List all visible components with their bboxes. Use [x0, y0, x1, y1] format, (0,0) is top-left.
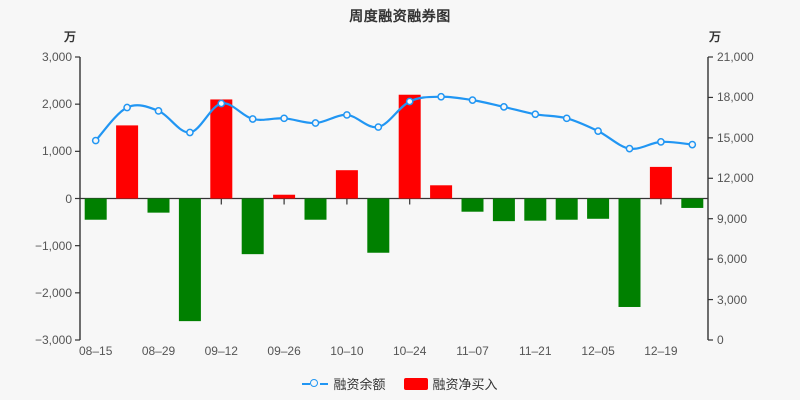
line-data-point[interactable] — [280, 114, 288, 123]
line-data-point[interactable] — [594, 127, 602, 135]
right-tick-label: 3,000 — [717, 292, 748, 307]
bar-net-purchase[interactable] — [587, 198, 610, 219]
legend-item-bar[interactable]: 融资净买入 — [403, 374, 498, 393]
bar-net-purchase[interactable] — [178, 198, 201, 322]
left-tick-label: 0 — [65, 191, 72, 206]
bar-net-purchase[interactable] — [492, 198, 515, 222]
x-tick-label: 12‒05 — [581, 344, 615, 358]
bar-net-purchase[interactable] — [681, 198, 704, 208]
line-margin-balance[interactable] — [94, 95, 694, 150]
right-axis-unit: 万 — [709, 30, 722, 44]
line-data-point[interactable] — [248, 115, 257, 123]
right-tick-label: 9,000 — [717, 211, 748, 226]
bar-net-purchase[interactable] — [147, 198, 170, 213]
left-tick-label: −2,000 — [34, 285, 72, 300]
line-data-point[interactable] — [374, 123, 383, 131]
line-data-point[interactable] — [625, 144, 634, 153]
page-title: 周度融资融券图 — [349, 8, 451, 24]
line-data-point[interactable] — [186, 128, 194, 137]
right-tick-label: 18,000 — [717, 90, 754, 105]
x-tick-label: 12‒19 — [644, 344, 678, 358]
left-tick-label: 1,000 — [41, 144, 72, 159]
bar-net-purchase[interactable] — [618, 198, 641, 307]
bar-swatch-icon — [403, 377, 428, 390]
x-tick-label: 08‒29 — [141, 344, 176, 358]
right-tick-label: 6,000 — [717, 252, 748, 267]
right-tick-label: 21,000 — [717, 50, 754, 64]
bar-net-purchase[interactable] — [555, 198, 578, 220]
left-tick-label: 2,000 — [41, 97, 72, 112]
x-tick-label: 11‒21 — [519, 344, 552, 358]
bar-net-purchase[interactable] — [84, 198, 107, 220]
bar-net-purchase[interactable] — [430, 185, 453, 199]
chart-legend: 融资余额 融资净买入 — [0, 374, 800, 393]
bar-net-purchase[interactable] — [335, 170, 358, 199]
legend-label-line: 融资余额 — [333, 377, 386, 392]
bar-net-purchase[interactable] — [524, 198, 547, 221]
x-tick-label: 08‒15 — [79, 344, 113, 358]
bar-net-purchase[interactable] — [398, 94, 421, 199]
bar-net-purchase[interactable] — [210, 99, 233, 199]
bar-net-purchase[interactable] — [367, 198, 390, 253]
line-data-point[interactable] — [657, 138, 665, 146]
line-data-point[interactable] — [123, 103, 131, 112]
line-data-point[interactable] — [405, 97, 414, 106]
line-data-point[interactable] — [688, 140, 697, 149]
left-axis-unit: 万 — [64, 30, 77, 44]
left-tick-label: 3,000 — [41, 50, 72, 64]
line-data-point[interactable] — [343, 111, 351, 119]
bar-net-purchase[interactable] — [649, 166, 672, 199]
line-data-point[interactable] — [500, 103, 508, 111]
line-data-point[interactable] — [531, 110, 540, 119]
line-data-point[interactable] — [562, 114, 571, 123]
line-data-point[interactable] — [217, 99, 226, 108]
x-tick-label: 10‒10 — [330, 344, 364, 358]
line-data-point[interactable] — [437, 92, 445, 101]
line-data-point[interactable] — [91, 136, 100, 145]
bar-net-purchase[interactable] — [241, 198, 264, 255]
legend-label-bar: 融资净买入 — [432, 377, 498, 392]
left-tick-label: −3,000 — [34, 333, 72, 347]
line-data-point[interactable] — [154, 107, 163, 115]
bar-net-purchase[interactable] — [116, 125, 139, 199]
x-tick-label: 11‒07 — [456, 344, 489, 358]
bar-net-purchase[interactable] — [461, 198, 484, 212]
legend-item-line[interactable]: 融资余额 — [302, 374, 386, 393]
right-tick-label: 12,000 — [717, 171, 754, 186]
right-tick-label: 15,000 — [717, 130, 754, 145]
line-data-point[interactable] — [311, 119, 320, 127]
x-tick-label: 09‒26 — [267, 344, 301, 358]
bar-net-purchase[interactable] — [304, 198, 327, 220]
x-tick-label: 09‒12 — [204, 344, 238, 358]
line-marker-icon — [302, 378, 329, 390]
left-tick-label: −1,000 — [34, 238, 72, 253]
x-tick-label: 10‒24 — [393, 344, 427, 358]
bar-net-purchase[interactable] — [273, 194, 296, 199]
right-tick-label: 0 — [717, 333, 724, 347]
line-data-point[interactable] — [468, 96, 477, 104]
